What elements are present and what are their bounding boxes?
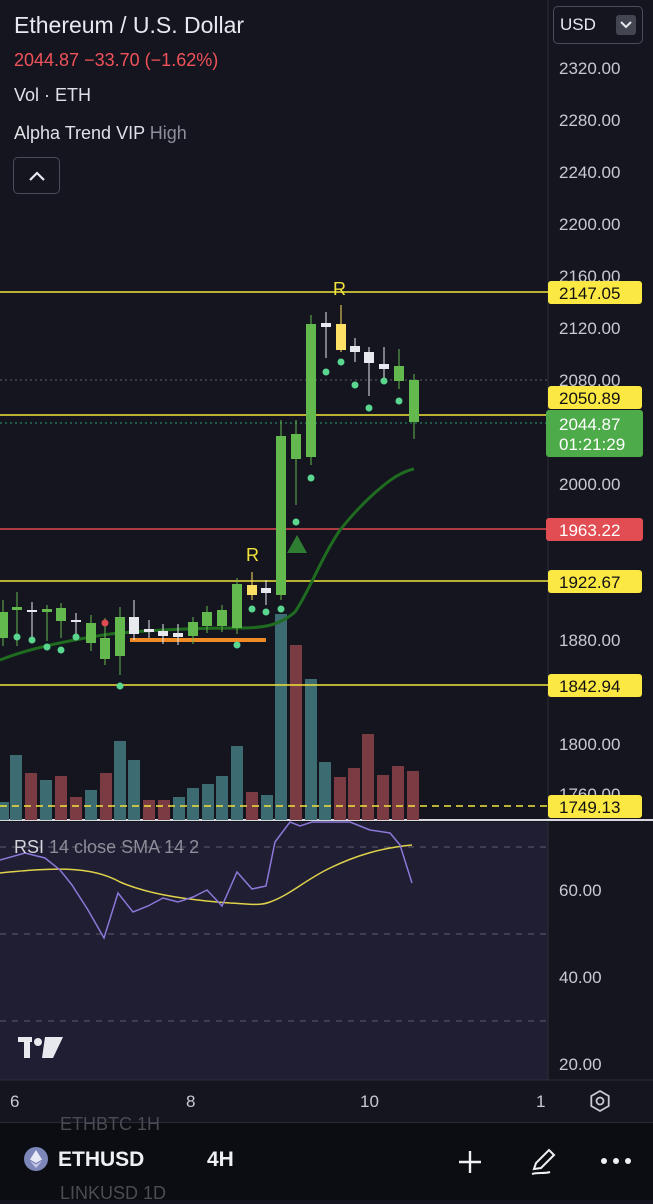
price-ticks: 2320.00 2280.00 2240.00 2200.00 2160.00 … (559, 59, 620, 804)
currency-selector[interactable]: USD (553, 6, 643, 44)
svg-text:2240.00: 2240.00 (559, 163, 620, 182)
chevron-down-icon (616, 15, 636, 35)
main-pane (0, 0, 548, 820)
resistance-marker-2: R (333, 279, 346, 299)
settings-gear-icon[interactable] (590, 1089, 610, 1113)
indicator-setting: High (149, 123, 187, 143)
svg-text:2000.00: 2000.00 (559, 475, 620, 494)
svg-text:2147.05: 2147.05 (559, 284, 620, 303)
price-axis[interactable] (548, 0, 653, 1122)
price-label-1963[interactable]: 1963.22 (546, 518, 643, 541)
svg-text:1842.94: 1842.94 (559, 677, 620, 696)
price-label-1922[interactable]: 1922.67 (548, 570, 642, 593)
svg-text:2120.00: 2120.00 (559, 319, 620, 338)
buy-signal-triangle (287, 535, 307, 553)
watchlist-peek-prev: ETHBTC 1H (60, 1114, 161, 1134)
price-label-1842[interactable]: 1842.94 (548, 674, 642, 697)
svg-text:1880.00: 1880.00 (559, 631, 620, 650)
ethereum-coin-icon[interactable] (24, 1147, 48, 1171)
chevron-up-icon (28, 170, 45, 181)
tradingview-logo-icon[interactable] (18, 1037, 63, 1058)
svg-text:20.00: 20.00 (559, 1055, 602, 1074)
rsi-legend[interactable]: RSI 14 close SMA 14 2 (14, 837, 199, 858)
timeframe-selector[interactable]: 4H (207, 1148, 234, 1171)
symbol-ticker[interactable]: ETHUSD (58, 1148, 145, 1171)
svg-text:1963.22: 1963.22 (559, 521, 620, 540)
collapse-legend-button[interactable] (13, 157, 60, 194)
resistance-marker-1: R (246, 545, 259, 565)
currency-value: USD (560, 15, 596, 34)
svg-text:2050.89: 2050.89 (559, 389, 620, 408)
price-label-1749[interactable]: 1749.13 (548, 795, 642, 818)
moving-average-line (0, 467, 415, 662)
svg-text:60.00: 60.00 (559, 881, 602, 900)
price-label-2147[interactable]: 2147.05 (548, 281, 642, 304)
indicator-name: Alpha Trend VIP (14, 123, 145, 143)
svg-text:40.00: 40.00 (559, 968, 602, 987)
more-menu-icon[interactable] (600, 1157, 634, 1165)
watchlist-peek-next: LINKUSD 1D (60, 1183, 167, 1203)
svg-text:1800.00: 1800.00 (559, 735, 620, 754)
svg-text:2280.00: 2280.00 (559, 111, 620, 130)
symbol-title[interactable]: Ethereum / U.S. Dollar (14, 12, 245, 38)
rsi-pane (0, 822, 548, 1080)
svg-text:1749.13: 1749.13 (559, 798, 620, 817)
svg-text:8: 8 (186, 1092, 195, 1111)
svg-text:10: 10 (360, 1092, 379, 1111)
svg-text:2200.00: 2200.00 (559, 215, 620, 234)
svg-text:2320.00: 2320.00 (559, 59, 620, 78)
svg-text:1922.67: 1922.67 (559, 573, 620, 592)
svg-text:1: 1 (536, 1092, 545, 1111)
svg-text:6: 6 (10, 1092, 19, 1111)
trend-dots (13, 358, 403, 690)
candles (0, 305, 419, 675)
add-icon[interactable] (456, 1148, 484, 1176)
change-value: −33.70 (84, 50, 140, 70)
rsi-ticks: 60.00 40.00 20.00 (559, 881, 602, 1074)
current-price: 2044.87 (14, 50, 80, 70)
volume-legend[interactable]: Vol · ETH (14, 85, 92, 105)
rsi-line (0, 821, 413, 940)
rsi-settings: 14 close SMA 14 2 (49, 837, 200, 857)
signal-dot-red (101, 619, 109, 627)
svg-text:01:21:29: 01:21:29 (559, 435, 625, 454)
svg-text:2044.87: 2044.87 (559, 415, 620, 434)
time-axis[interactable]: 6 8 10 1 (10, 1092, 545, 1111)
indicator-legend[interactable]: Alpha Trend VIP High (14, 123, 187, 144)
price-label-2050[interactable]: 2050.89 (548, 386, 642, 409)
rsi-name: RSI (14, 837, 45, 857)
bottom-toolbar (0, 1122, 653, 1200)
rsi-sma-line (0, 844, 413, 906)
price-change: 2044.87 −33.70 (−1.62%) (14, 50, 218, 71)
last-price-label[interactable]: 2044.87 01:21:29 (546, 410, 643, 457)
drawing-pen-icon[interactable] (528, 1145, 560, 1177)
change-percent: (−1.62%) (144, 50, 219, 70)
svg-text:2080.00: 2080.00 (559, 371, 620, 390)
